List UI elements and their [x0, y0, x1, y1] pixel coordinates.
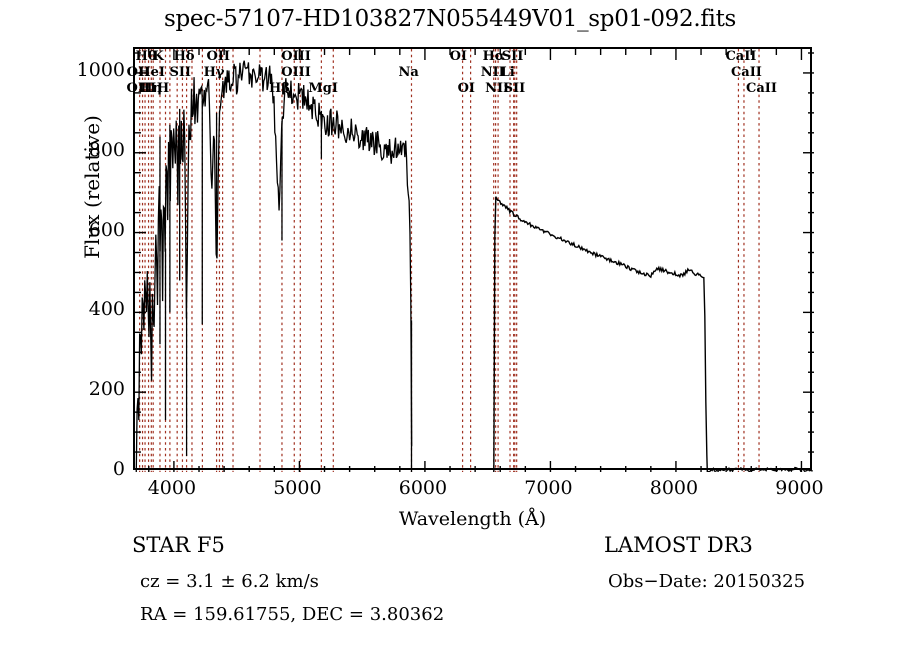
- spectral-line-label: HeI: [138, 65, 165, 80]
- spectral-line-label: CaII: [746, 81, 777, 96]
- spectral-line-label: Hγ: [203, 65, 225, 80]
- x-axis-title: Wavelength (Å): [398, 508, 547, 530]
- spectral-line-label: Li: [500, 65, 515, 80]
- spectral-line-label: CaII: [725, 49, 757, 64]
- spectral-line-label: NII: [485, 81, 510, 96]
- redshift-text: cz = 3.1 ± 6.2 km/s: [140, 571, 319, 592]
- spectral-line-label: OIII: [126, 81, 157, 96]
- spectral-line-label: NII: [480, 65, 505, 80]
- spectral-line-label: MgI: [308, 81, 338, 96]
- plot-area: [133, 47, 814, 472]
- spectral-line-label: OII: [206, 49, 230, 64]
- x-tick-label: 5000: [273, 477, 322, 499]
- spectral-line-label: Hβ: [268, 81, 290, 96]
- spectral-line-label: Hθ: [135, 49, 157, 64]
- spectral-line-label: H: [156, 81, 170, 96]
- spectral-line-label: SII: [501, 49, 524, 64]
- spectral-line-label: OIII: [281, 49, 311, 64]
- axis-ticks: [135, 49, 814, 472]
- spectral-line-label: Hδ: [173, 49, 195, 64]
- y-axis-title: Flux (relative): [80, 115, 104, 259]
- survey-text: LAMOST DR3: [604, 533, 753, 557]
- spectral-line-markers: [139, 49, 760, 472]
- x-tick-label: 9000: [775, 477, 824, 499]
- spectrum-traces: [135, 60, 813, 472]
- spectral-line-label: OI: [449, 49, 467, 64]
- x-tick-label: 8000: [649, 477, 699, 499]
- x-tick-label: 4000: [147, 477, 197, 499]
- y-tick-label: 1000: [76, 58, 125, 81]
- x-tick-label: 6000: [398, 477, 448, 499]
- spectrum-svg: [135, 49, 814, 472]
- spectral-line-label: Hα: [482, 49, 505, 64]
- x-tick-label: 7000: [524, 477, 573, 499]
- page-title: spec-57107-HD103827N055449V01_sp01-092.f…: [163, 6, 737, 32]
- spectral-line-label: OII: [126, 65, 151, 80]
- y-tick-label: 400: [88, 298, 125, 321]
- object-class-text: STAR F5: [132, 533, 225, 557]
- coordinates-text: RA = 159.61755, DEC = 3.80362: [140, 604, 445, 625]
- y-tick-label: 800: [88, 138, 125, 161]
- spectral-line-label: Hη: [140, 81, 162, 96]
- spectral-line-label: SII: [503, 81, 526, 96]
- y-tick-label: 600: [88, 218, 125, 241]
- y-tick-label: 200: [88, 378, 125, 401]
- spectral-line-label: OIII: [281, 65, 311, 80]
- obs-date-text: Obs−Date: 20150325: [608, 571, 806, 592]
- y-tick-label: 0: [112, 458, 125, 480]
- spectral-line-label: CaII: [730, 65, 762, 80]
- spectral-line-label: Na: [398, 65, 419, 80]
- spectral-line-label: OI: [457, 81, 475, 96]
- spectral-line-label: K: [152, 49, 164, 64]
- spectral-line-label: SII: [169, 65, 191, 80]
